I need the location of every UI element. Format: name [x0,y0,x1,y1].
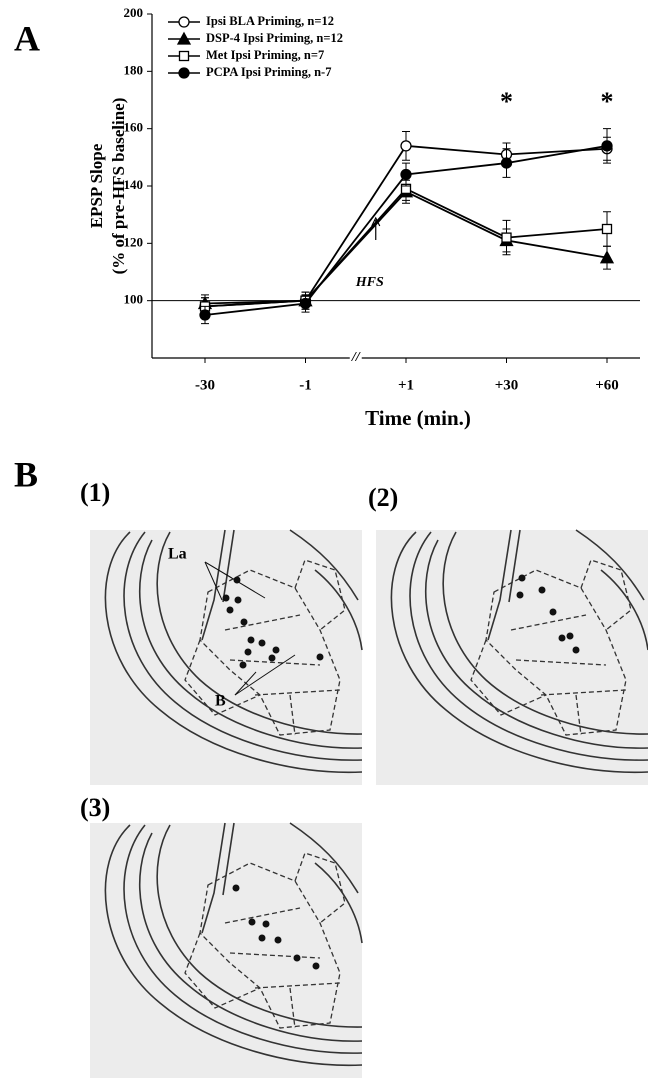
x-axis-label: Time (min.) [365,406,471,430]
series-line [204,190,608,305]
data-point [176,31,192,45]
y-tick-label: 140 [124,177,144,192]
data-point [400,140,412,152]
legend-label: PCPA Ipsi Priming, n-7 [206,65,331,79]
data-point [601,140,613,152]
chart: // 100 120 140 160 180 200 -30 -1 +1 +30 +60 Time (m… [87,5,640,430]
y-axis-label: EPSP Slope [87,143,106,228]
section-label: (1) [80,478,110,507]
data-point [199,309,211,321]
y-tick-label: 180 [124,62,144,77]
event-label: HFS [355,275,384,290]
data-point [178,16,190,28]
legend-label: Met Ipsi Priming, n=7 [206,48,324,62]
y-tick-label: 120 [124,234,144,249]
data-point [400,168,412,181]
data-point [500,157,513,169]
section-image [376,529,648,785]
region-label: La [168,546,187,563]
y-tick-label: 200 [124,5,144,20]
panel-label: B [14,454,38,494]
data-point [601,223,613,235]
x-tick-label: +30 [495,377,519,393]
data-point [299,297,312,310]
section-label: (3) [80,793,110,822]
y-tick-label: 100 [124,292,144,307]
panel-label: A [14,18,40,58]
section-label: (2) [368,483,398,512]
region-label: B [215,693,226,710]
data-point [178,67,190,79]
y-tick-label: 160 [124,120,144,135]
data-point [178,50,190,62]
x-tick-label: +1 [398,377,414,393]
event-arrow-head [371,216,381,227]
section-image: La B [90,529,363,785]
significance-marker: * [601,87,614,116]
x-tick-label: +60 [595,377,619,393]
x-tick-label: -30 [195,377,215,393]
axis-break: // [351,350,361,365]
significance-marker: * [500,87,513,116]
legend-label: DSP-4 Ipsi Priming, n=12 [206,31,343,45]
data-point [599,250,615,264]
data-point [501,232,512,243]
section-image [90,822,363,1078]
legend-label: Ipsi BLA Priming, n=12 [206,14,334,28]
y-axis-label: (% of pre-HFS baseline) [109,98,128,275]
x-tick-label: -1 [299,377,312,393]
